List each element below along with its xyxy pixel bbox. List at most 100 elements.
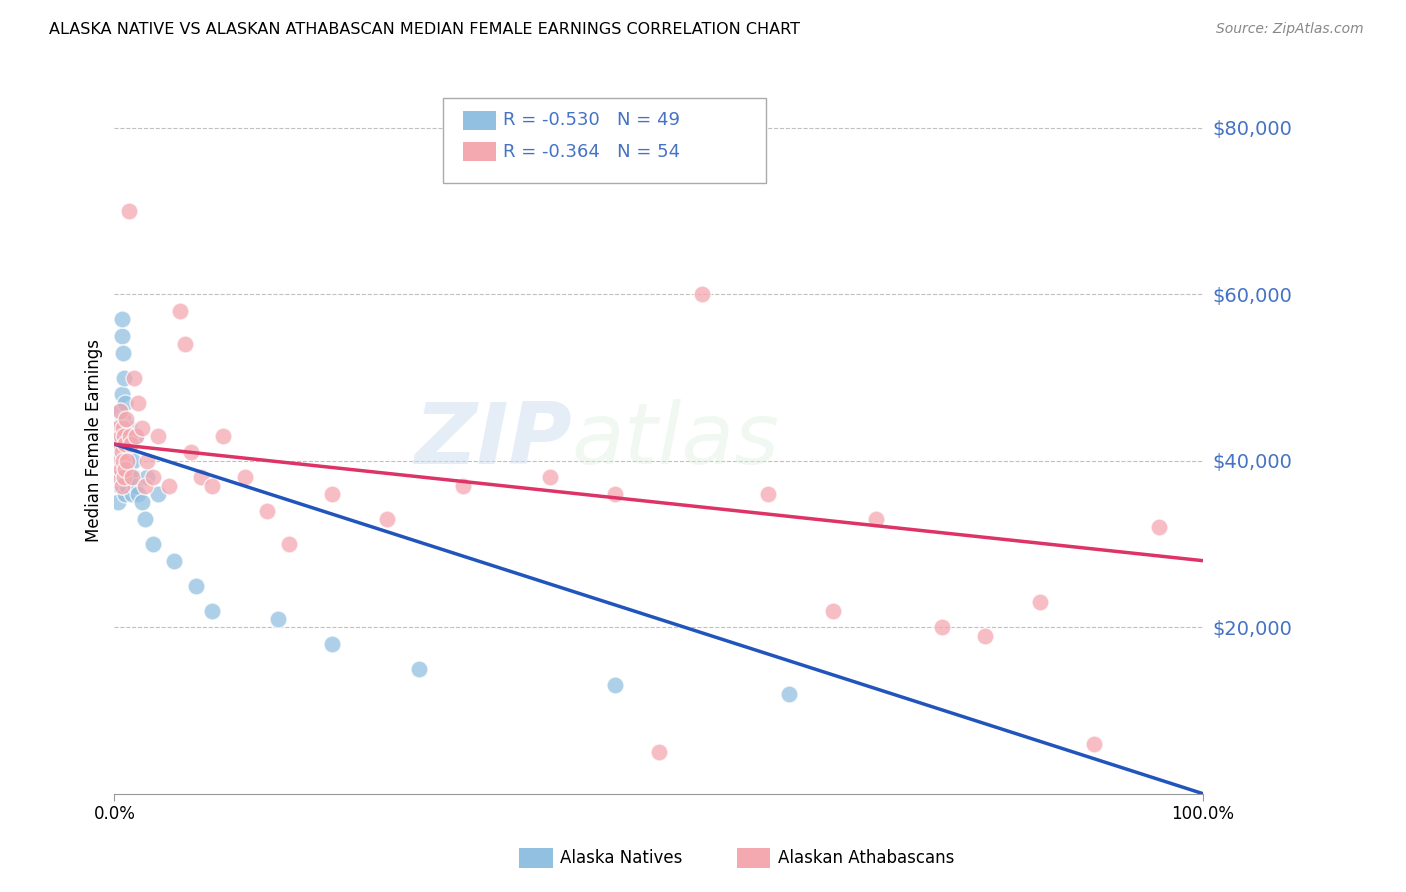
Point xyxy=(125,429,148,443)
Point xyxy=(112,345,135,359)
Point xyxy=(321,487,343,501)
Point xyxy=(105,470,128,484)
Point xyxy=(122,454,145,468)
Point xyxy=(115,412,138,426)
Point xyxy=(821,604,844,618)
Point xyxy=(111,312,134,326)
Point xyxy=(108,404,131,418)
Point xyxy=(107,420,129,434)
Point xyxy=(120,437,142,451)
Point xyxy=(107,470,129,484)
Text: R = -0.364   N = 54: R = -0.364 N = 54 xyxy=(503,143,681,161)
Text: Source: ZipAtlas.com: Source: ZipAtlas.com xyxy=(1216,22,1364,37)
Point xyxy=(408,662,430,676)
Point xyxy=(114,420,136,434)
Point xyxy=(117,445,139,459)
Point xyxy=(605,487,627,501)
Point xyxy=(121,470,143,484)
Point xyxy=(974,629,997,643)
Point xyxy=(190,470,212,484)
Point xyxy=(110,429,132,443)
Point xyxy=(117,204,139,219)
Point xyxy=(108,454,131,468)
Point xyxy=(1028,595,1050,609)
Point xyxy=(114,454,136,468)
Point xyxy=(117,454,139,468)
Point xyxy=(117,454,139,468)
Point xyxy=(136,454,159,468)
Point xyxy=(122,470,145,484)
Point xyxy=(146,429,169,443)
Point xyxy=(756,487,779,501)
Point xyxy=(141,537,163,551)
Point xyxy=(117,420,139,434)
Point xyxy=(125,429,148,443)
Point xyxy=(233,470,256,484)
Point xyxy=(134,479,156,493)
Point xyxy=(1149,520,1171,534)
Point xyxy=(120,437,142,451)
Point xyxy=(124,479,146,493)
Point xyxy=(107,420,129,434)
Point xyxy=(778,687,800,701)
Point xyxy=(114,395,136,409)
Point xyxy=(114,437,136,451)
Point xyxy=(112,412,135,426)
Point xyxy=(112,437,135,451)
Point xyxy=(201,479,224,493)
Point xyxy=(107,454,129,468)
Point xyxy=(163,554,186,568)
Point xyxy=(117,479,139,493)
Point xyxy=(115,462,138,476)
Point xyxy=(110,429,132,443)
Point xyxy=(112,470,135,484)
Point xyxy=(112,470,135,484)
Point xyxy=(118,429,141,443)
Point xyxy=(375,512,398,526)
Y-axis label: Median Female Earnings: Median Female Earnings xyxy=(86,339,103,541)
Text: atlas: atlas xyxy=(572,399,779,482)
Point xyxy=(112,429,135,443)
Point xyxy=(647,745,669,759)
Point xyxy=(111,445,134,459)
Point xyxy=(122,370,145,384)
Point xyxy=(267,612,290,626)
Point xyxy=(111,329,134,343)
Point xyxy=(277,537,299,551)
Point xyxy=(107,437,129,451)
Point xyxy=(134,512,156,526)
Point xyxy=(1083,737,1105,751)
Point xyxy=(131,420,153,434)
Point xyxy=(108,479,131,493)
Text: ZIP: ZIP xyxy=(413,399,572,482)
Point xyxy=(201,604,224,618)
Point xyxy=(931,620,953,634)
Point xyxy=(538,470,561,484)
Point xyxy=(110,462,132,476)
Point xyxy=(157,479,180,493)
Point xyxy=(114,487,136,501)
Point xyxy=(112,454,135,468)
Point xyxy=(169,304,191,318)
Point xyxy=(136,470,159,484)
Point xyxy=(256,504,278,518)
Text: Alaska Natives: Alaska Natives xyxy=(560,849,682,867)
Point xyxy=(121,487,143,501)
Point xyxy=(184,579,207,593)
Point xyxy=(451,479,474,493)
Point xyxy=(111,479,134,493)
Text: ALASKA NATIVE VS ALASKAN ATHABASCAN MEDIAN FEMALE EARNINGS CORRELATION CHART: ALASKA NATIVE VS ALASKAN ATHABASCAN MEDI… xyxy=(49,22,800,37)
Point xyxy=(127,487,149,501)
Point xyxy=(112,370,135,384)
Point xyxy=(321,637,343,651)
Point xyxy=(111,387,134,401)
Point xyxy=(180,445,202,459)
Point xyxy=(107,495,129,509)
Point xyxy=(146,487,169,501)
Point xyxy=(110,462,132,476)
Point xyxy=(114,462,136,476)
Point xyxy=(118,470,141,484)
Text: Alaskan Athabascans: Alaskan Athabascans xyxy=(778,849,953,867)
Point xyxy=(141,470,163,484)
Point xyxy=(174,337,197,351)
